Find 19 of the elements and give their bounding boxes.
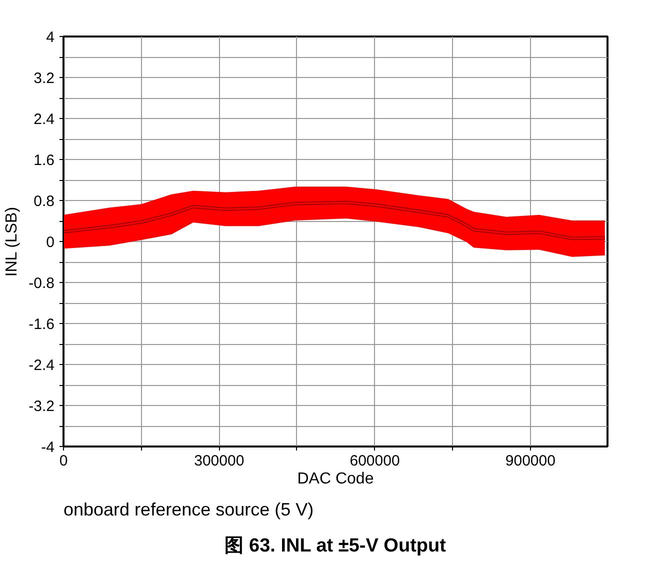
y-tick-label: 0.8 [34, 193, 55, 210]
text: 图 63. INL at ±5-V Output [224, 536, 447, 556]
y-tick-label: 1.6 [34, 152, 55, 169]
y-tick-label: -3.2 [28, 398, 55, 415]
x-axis-title: DAC Code [297, 470, 374, 488]
y-tick-label: -2.4 [28, 357, 55, 374]
text: onboard reference source (5 V) [64, 500, 314, 520]
y-tick-label: -0.8 [28, 275, 55, 292]
x-tick-label: 600000 [350, 452, 400, 470]
y-tick-label: -1.6 [28, 316, 55, 333]
y-tick-label: 2.4 [34, 111, 55, 128]
x-tick-label: 300000 [194, 452, 244, 470]
x-tick-label: 900000 [505, 452, 556, 470]
y-tick-label: 3.2 [34, 70, 55, 87]
y-axis-title: INL (LSB) [4, 206, 21, 277]
y-tick-label: 4 [46, 29, 54, 46]
y-tick-label: 0 [46, 234, 54, 251]
y-tick-label: -4 [41, 439, 55, 456]
x-tick-label: 0 [59, 452, 68, 470]
